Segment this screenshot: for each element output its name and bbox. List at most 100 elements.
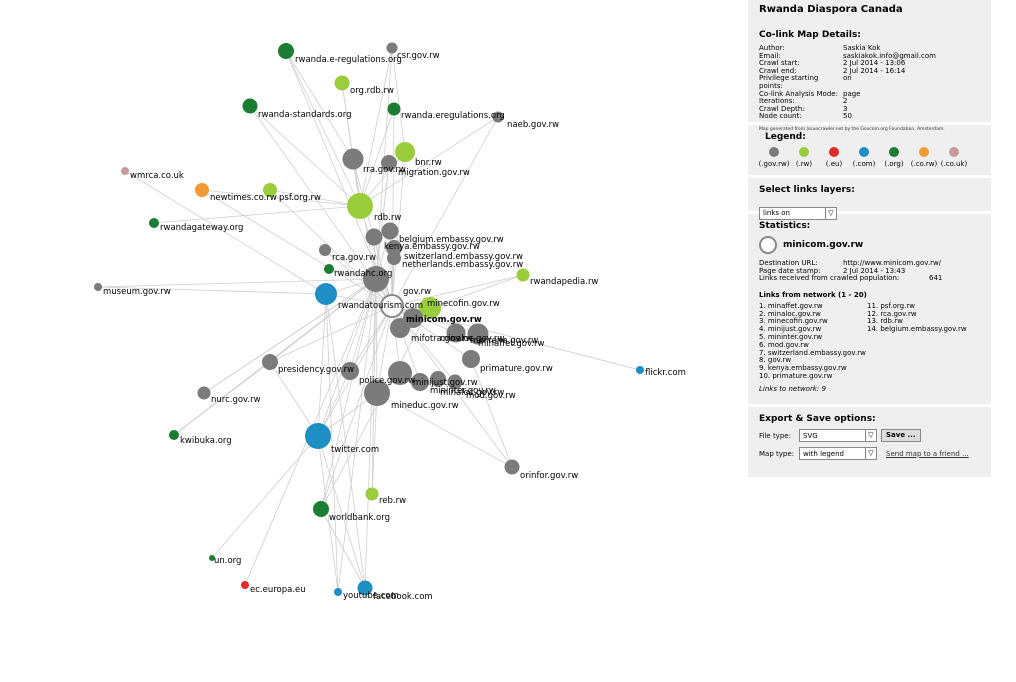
- link-list-item[interactable]: 3. minecofin.gov.rw: [759, 317, 828, 326]
- graph-node-kwibuka[interactable]: [169, 430, 179, 440]
- graph-node-worldbank[interactable]: [313, 501, 329, 517]
- graph-node-label: csr.gov.rw: [397, 51, 440, 61]
- save-button[interactable]: Save ...: [881, 429, 921, 442]
- send-to-friend-link[interactable]: Send map to a friend ...: [886, 449, 969, 458]
- link-list-item[interactable]: 4. minijust.gov.rw: [759, 325, 822, 334]
- link-list-item[interactable]: 14. belgium.embassy.gov.rw: [867, 325, 967, 334]
- graph-node-twitter[interactable]: [305, 423, 331, 449]
- graph-node-rwanda-standards[interactable]: [242, 98, 258, 114]
- graph-node-psf[interactable]: [263, 183, 277, 197]
- graph-node-org-rdb[interactable]: [334, 75, 350, 91]
- graph-node-ec-europa[interactable]: [241, 581, 249, 589]
- link-list-item[interactable]: 13. rdb.rw: [867, 317, 903, 326]
- graph-node-rwandahc[interactable]: [324, 264, 334, 274]
- graph-node-label: newtimes.co.rw: [210, 193, 277, 203]
- link-list-item[interactable]: 8. gov.rw: [759, 356, 792, 365]
- legend-label: (.com): [852, 160, 876, 168]
- chevron-down-icon[interactable]: ▽: [865, 448, 876, 459]
- graph-node-un[interactable]: [209, 555, 215, 561]
- details-row: Crawl start: 2 Jul 2014 - 13:06: [759, 60, 980, 68]
- graph-node-label: museum.gov.rw: [103, 287, 171, 297]
- graph-node-museum[interactable]: [94, 283, 102, 291]
- details-row: Crawl Depth: 3: [759, 104, 980, 114]
- graph-node-newtimes[interactable]: [195, 183, 209, 197]
- graph-node-rca[interactable]: [319, 244, 331, 256]
- chevron-down-icon[interactable]: ▽: [825, 207, 836, 219]
- graph-node-youtube[interactable]: [334, 588, 342, 596]
- graph-node-mod[interactable]: [447, 374, 463, 390]
- graph-node-reb[interactable]: [365, 487, 379, 501]
- file-type-select[interactable]: SVG ▽: [799, 429, 877, 442]
- statistics-key: Links received from crawled population:: [759, 274, 900, 283]
- links-to-network: Links to network: 9: [759, 384, 826, 393]
- details-key: Crawl start:: [759, 59, 800, 68]
- link-list-item[interactable]: 5. mininter.gov.rw: [759, 332, 823, 341]
- graph-node-migration[interactable]: [381, 155, 397, 171]
- graph-node-switzerland[interactable]: [386, 240, 402, 256]
- details-value: saskiakok.info@gmail.com: [843, 51, 936, 60]
- graph-node-orinfor[interactable]: [504, 459, 520, 475]
- link-list-item[interactable]: 11. psf.org.rw: [867, 301, 915, 310]
- graph-edge: [269, 361, 319, 437]
- graph-node-rwandagateway[interactable]: [149, 218, 159, 228]
- details-row: Iterations: 2: [759, 98, 980, 106]
- link-list-item[interactable]: 1. minaffet.gov.rw: [759, 301, 823, 310]
- graph-edge: [391, 274, 524, 307]
- graph-node-csr[interactable]: [386, 42, 398, 54]
- graph-node-kenya[interactable]: [365, 228, 383, 246]
- graph-nodes[interactable]: [94, 42, 644, 597]
- graph-node-rwandatourism[interactable]: [315, 283, 337, 305]
- graph-node-minijust[interactable]: [388, 361, 412, 385]
- graph-node-netherlands[interactable]: [387, 251, 401, 265]
- details-value: 3: [843, 104, 848, 113]
- link-list-item[interactable]: 12. rca.gov.rw: [867, 309, 917, 318]
- statistics-box: Statistics: minicom.gov.rw Destination U…: [748, 214, 991, 404]
- statistics-row: Links received from crawled population: 6…: [759, 275, 980, 283]
- graph-node-label: un.org: [214, 556, 241, 566]
- chevron-down-icon[interactable]: ▽: [865, 430, 876, 441]
- graph-node-belgium[interactable]: [381, 222, 399, 240]
- legend-item: (.rw): [789, 147, 819, 168]
- graph-node-mininter[interactable]: [411, 373, 429, 391]
- graph-node-flickr[interactable]: [636, 366, 644, 374]
- map-type-select[interactable]: with legend ▽: [799, 447, 877, 460]
- graph-node-nurc[interactable]: [197, 386, 211, 400]
- graph-node-mifotra[interactable]: [390, 318, 410, 338]
- graph-node-minaloc2[interactable]: [430, 371, 446, 387]
- link-list-item[interactable]: 9. kenya.embassy.gov.rw: [759, 364, 847, 373]
- link-list-item[interactable]: 10. primature.gov.rw: [759, 371, 833, 380]
- graph-node-rdb[interactable]: [347, 193, 373, 219]
- graph-node-minaloc[interactable]: [446, 323, 466, 343]
- details-key: Crawl end:: [759, 66, 797, 75]
- graph-node-minicom[interactable]: [380, 294, 404, 318]
- graph-node-naeb[interactable]: [492, 111, 504, 123]
- graph-node-label: psf.org.rw: [279, 193, 321, 203]
- graph-node-label: kwibuka.org: [180, 436, 232, 446]
- links-layer-select[interactable]: links on ▽: [759, 206, 837, 220]
- graph-node-rwanda-eregulations[interactable]: [387, 102, 401, 116]
- graph-node-rwandapedia[interactable]: [516, 268, 530, 282]
- graph-node-primature[interactable]: [462, 350, 480, 368]
- graph-node-gov[interactable]: [363, 266, 389, 292]
- link-list-item[interactable]: 2. minaloc.gov.rw: [759, 309, 821, 318]
- graph-node-label: switzerland.embassy.gov.rw: [404, 252, 523, 262]
- graph-node-rra[interactable]: [342, 148, 364, 170]
- graph-node-bnr[interactable]: [395, 142, 415, 162]
- link-list-item[interactable]: 6. mod.gov.rw: [759, 340, 809, 349]
- statistics-key: Page date stamp:: [759, 266, 821, 275]
- links-column-2: 11. psf.org.rw 12. rca.gov.rw 13. rdb.rw 14…: [867, 301, 975, 381]
- graph-node-presidency[interactable]: [262, 354, 278, 370]
- graph-node-rwanda-e-regulations[interactable]: [278, 43, 294, 59]
- graph-edge: [124, 170, 327, 295]
- statistics-list: Destination URL: http://www.minicom.gov.r…: [759, 259, 980, 283]
- link-list-item[interactable]: 7. switzerland.embassy.gov.rw: [759, 348, 866, 357]
- graph-node-minirena[interactable]: [467, 323, 489, 345]
- graph-node-wmrca[interactable]: [121, 167, 129, 175]
- graph-node-minecofin[interactable]: [419, 297, 441, 319]
- graph-node-mineduc[interactable]: [364, 380, 390, 406]
- graph-node-police[interactable]: [341, 362, 359, 380]
- graph-edge: [375, 278, 378, 394]
- graph-edge: [391, 116, 499, 307]
- graph-node-facebook[interactable]: [357, 580, 373, 596]
